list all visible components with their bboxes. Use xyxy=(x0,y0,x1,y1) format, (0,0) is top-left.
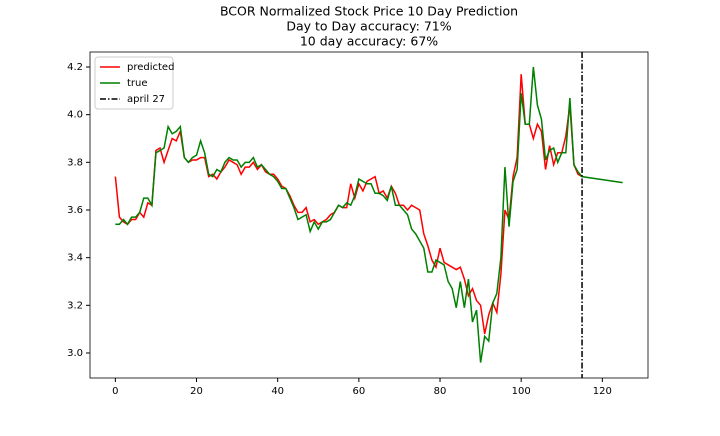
y-tick-label: 3.4 xyxy=(67,253,83,264)
legend-label: april 27 xyxy=(127,94,165,105)
plot-frame xyxy=(89,51,649,379)
x-tick-label: 80 xyxy=(434,386,447,397)
series-line xyxy=(114,74,583,335)
x-tick-label: 60 xyxy=(352,386,365,397)
y-tick-label: 3.6 xyxy=(67,205,83,216)
chart-title: BCOR Normalized Stock Price 10 Day Predi… xyxy=(220,4,518,19)
legend-label: predicted xyxy=(127,62,174,73)
chart-subtitle: 10 day accuracy: 67% xyxy=(300,34,438,49)
chart-subtitle: Day to Day accuracy: 71% xyxy=(286,19,451,34)
y-tick-label: 3.8 xyxy=(67,157,83,168)
legend-label: true xyxy=(127,78,148,89)
x-tick-label: 100 xyxy=(512,386,531,397)
series-line xyxy=(115,66,623,363)
y-tick-label: 3.0 xyxy=(67,348,83,359)
x-tick-label: 0 xyxy=(112,386,118,397)
x-tick-label: 40 xyxy=(271,386,284,397)
y-tick-label: 4.0 xyxy=(67,110,83,121)
legend-box xyxy=(94,56,174,110)
y-tick-label: 4.2 xyxy=(67,62,83,73)
x-tick-label: 120 xyxy=(593,386,612,397)
y-tick-label: 3.2 xyxy=(67,300,83,311)
x-tick-label: 20 xyxy=(190,386,203,397)
